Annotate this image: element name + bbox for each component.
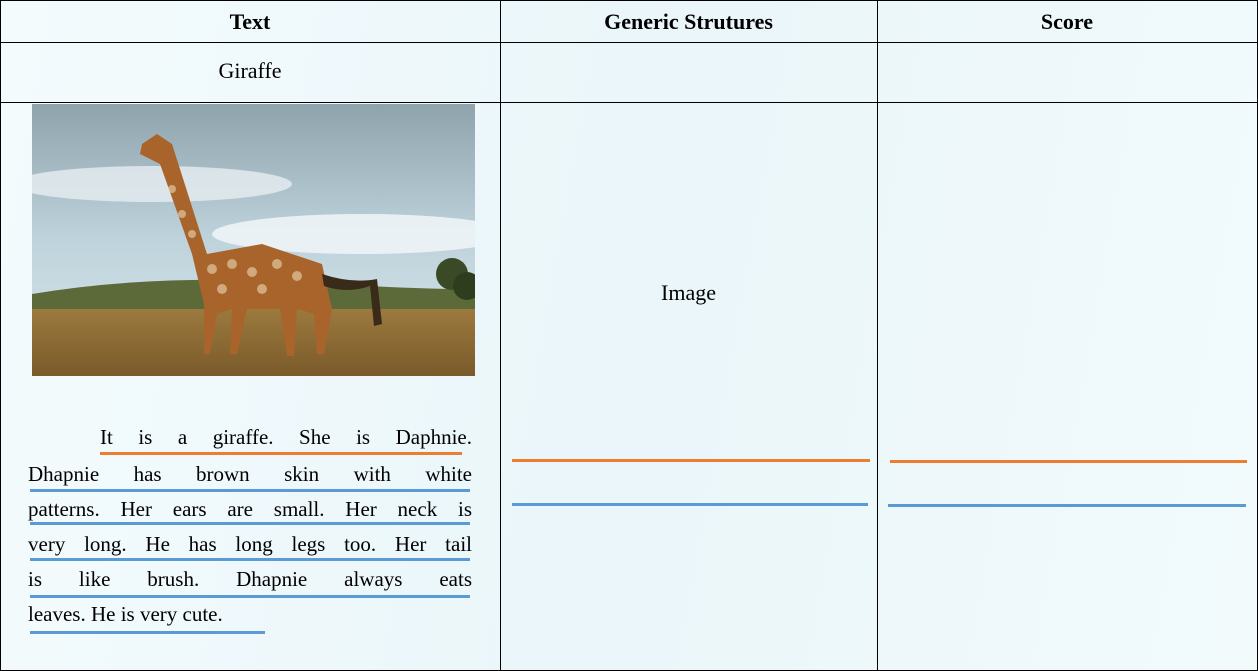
text-line: It is a giraffe. She is Daphnie.	[100, 425, 472, 449]
border	[0, 0, 1258, 1]
underline	[30, 558, 470, 561]
underline	[512, 459, 870, 462]
text-line: very long. He has long legs too. Her tai…	[28, 532, 472, 556]
border	[0, 0, 1, 671]
underline	[100, 452, 462, 455]
underline	[30, 522, 470, 525]
header: Score	[1040, 9, 1094, 34]
text-line: leaves. He is very cute.	[28, 602, 223, 626]
header: Generic Strutures	[604, 9, 773, 34]
title-cell: Giraffe	[218, 58, 282, 83]
border	[877, 0, 878, 671]
underline	[30, 631, 265, 634]
text-line: is like brush. Dhapnie always eats	[28, 567, 472, 591]
border	[0, 102, 1258, 103]
border	[500, 0, 501, 671]
border	[0, 42, 1258, 43]
text-line: patterns. Her ears are small. Her neck i…	[28, 497, 472, 521]
structure-cell: Image	[661, 280, 716, 305]
giraffe-image	[32, 104, 475, 376]
text-line: Dhapnie has brown skin with white	[28, 462, 472, 486]
underline	[890, 460, 1247, 463]
header: Text	[229, 9, 271, 34]
underline	[30, 489, 470, 492]
underline	[30, 595, 470, 598]
underline	[512, 503, 868, 506]
underline	[888, 504, 1246, 507]
